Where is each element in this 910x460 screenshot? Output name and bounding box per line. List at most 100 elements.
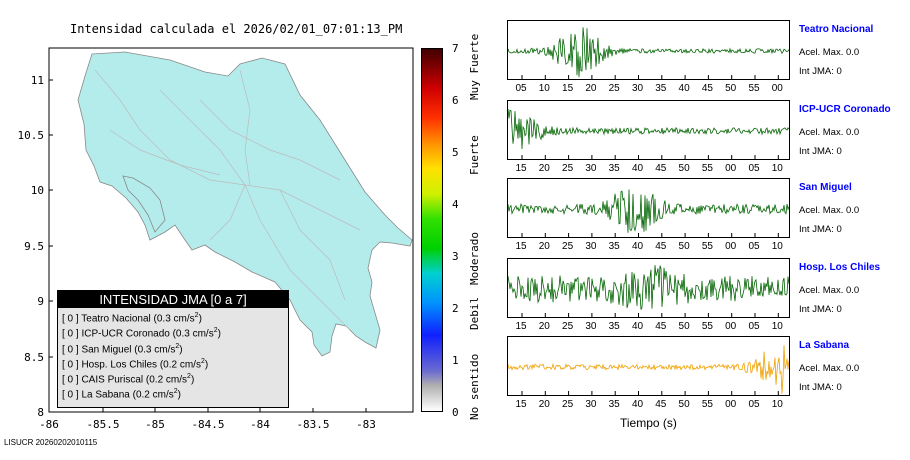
map-y-tick-label: 9 (37, 295, 44, 308)
waveform-line (508, 27, 789, 78)
trace-tick-label: 45 (655, 399, 667, 410)
trace-tick-label: 10 (771, 241, 783, 252)
trace-tick-label: 20 (538, 163, 550, 174)
map-y-tick-label: 8.5 (24, 351, 44, 364)
waveform-line (508, 265, 789, 310)
station-info: Acel. Max. 0.0 (799, 47, 860, 58)
trace-tick-label: 15 (515, 321, 527, 332)
seismogram-panel (507, 336, 790, 396)
trace-tick-label: 45 (655, 163, 667, 174)
trace-tick-label: 50 (725, 83, 737, 94)
trace-tick-label: 35 (608, 163, 620, 174)
colorbar-category: Moderado (468, 232, 481, 285)
station-info: Acel. Max. 0.0 (799, 363, 860, 374)
station-name: San Miguel (799, 182, 852, 193)
station-info: Acel. Max. 0.0 (799, 285, 860, 296)
trace-tick-label: 40 (631, 163, 644, 174)
colorbar-category: Muy Fuerte (468, 33, 481, 100)
trace-tick-label: 45 (655, 321, 667, 332)
trace-tick-label: 40 (631, 399, 644, 410)
trace-tick-label: 35 (608, 241, 620, 252)
trace-tick-label: 55 (701, 163, 713, 174)
trace-tick-label: 15 (515, 399, 527, 410)
seismogram-panel (507, 20, 790, 80)
seismogram-panel (507, 100, 790, 160)
trace-tick-label: 45 (701, 83, 713, 94)
colorbar-tick: 5 (452, 146, 459, 159)
trace-tick-label: 10 (538, 83, 550, 94)
trace-tick-label: 55 (701, 241, 713, 252)
waveform-line (508, 108, 789, 150)
costa-rica-land (77, 51, 413, 357)
trace-tick-label: 35 (655, 83, 667, 94)
trace-tick-label: 10 (771, 399, 783, 410)
trace-tick-label: 30 (585, 163, 597, 174)
station-name: La Sabana (799, 340, 850, 351)
colorbar-tick: 7 (452, 42, 459, 55)
colorbar-tick: 4 (452, 198, 459, 211)
trace-tick-label: 10 (771, 163, 783, 174)
trace-tick-label: 15 (515, 241, 527, 252)
footer-id: LISUCR 20260202010115 (4, 438, 98, 447)
map-x-tick-label: -85 (145, 418, 165, 431)
legend-row: [ 0 ] La Sabana (0.2 cm/s2) (62, 388, 181, 401)
station-info: Acel. Max. 0.0 (799, 127, 860, 138)
legend-row: [ 0 ] CAIS Puriscal (0.2 cm/s2) (62, 373, 195, 386)
legend-row: [ 0 ] Teatro Nacional (0.3 cm/s2) (62, 312, 202, 325)
intensity-colorbar (421, 48, 443, 412)
trace-tick-label: 20 (585, 83, 597, 94)
seismogram-panel (507, 258, 790, 318)
trace-tick-label: 15 (562, 83, 574, 94)
trace-tick-label: 25 (562, 241, 574, 252)
trace-tick-label: 35 (608, 321, 620, 332)
colorbar-tick: 3 (452, 250, 459, 263)
trace-tick-label: 05 (748, 163, 760, 174)
map-y-tick-label: 9.5 (24, 240, 44, 253)
colorbar-tick: 0 (452, 406, 459, 419)
colorbar-category: Fuerte (468, 135, 481, 175)
trace-tick-label: 00 (725, 241, 737, 252)
waveform-line (508, 189, 789, 233)
colorbar-tick: 6 (452, 94, 459, 107)
nicoya-gulf-coast (122, 175, 166, 233)
trace-tick-label: 05 (748, 399, 760, 410)
trace-tick-label: 20 (538, 321, 550, 332)
waveform-line (508, 345, 789, 394)
trace-tick-label: 30 (631, 83, 644, 94)
intensity-legend: INTENSIDAD JMA [0 a 7] [ 0 ] Teatro Naci… (57, 290, 289, 408)
trace-tick-label: 35 (608, 399, 620, 410)
colorbar-tick: 2 (452, 302, 459, 315)
trace-tick-label: 25 (562, 321, 574, 332)
trace-tick-label: 50 (678, 241, 690, 252)
map-x-tick-label: -86 (39, 418, 59, 431)
legend-title: INTENSIDAD JMA [0 a 7] (58, 291, 288, 308)
trace-tick-label: 40 (631, 241, 644, 252)
map-y-tick-label: 10.5 (18, 129, 45, 142)
trace-tick-label: 50 (678, 399, 690, 410)
station-info: Acel. Max. 0.0 (799, 205, 860, 216)
chart-title: Intensidad calculada el 2026/02/01_07:01… (70, 22, 403, 36)
station-info: Int JMA: 0 (799, 382, 842, 393)
trace-tick-label: 15 (515, 163, 527, 174)
trace-tick-label: 40 (678, 83, 690, 94)
trace-tick-label: 25 (562, 163, 574, 174)
station-name: Hosp. Los Chiles (799, 262, 881, 273)
trace-tick-label: 00 (771, 83, 783, 94)
trace-tick-label: 55 (748, 83, 760, 94)
map-y-tick-label: 8 (37, 406, 44, 419)
map-x-tick-label: -83.5 (296, 418, 329, 431)
station-info: Int JMA: 0 (799, 66, 842, 77)
map-y-tick-label: 10 (31, 184, 44, 197)
trace-tick-label: 00 (725, 399, 737, 410)
seismogram-panel (507, 178, 790, 238)
trace-tick-label: 50 (678, 163, 690, 174)
map-x-tick-label: -83 (356, 418, 376, 431)
station-name: ICP-UCR Coronado (799, 104, 891, 115)
trace-tick-label: 40 (631, 321, 644, 332)
station-name: Teatro Nacional (799, 24, 874, 35)
legend-rows: [ 0 ] Teatro Nacional (0.3 cm/s2) [ 0 ] I… (58, 308, 288, 401)
trace-tick-label: 55 (701, 399, 713, 410)
trace-tick-label: 05 (748, 321, 760, 332)
colorbar-category: Debil (468, 296, 481, 330)
road-network (94, 69, 361, 331)
